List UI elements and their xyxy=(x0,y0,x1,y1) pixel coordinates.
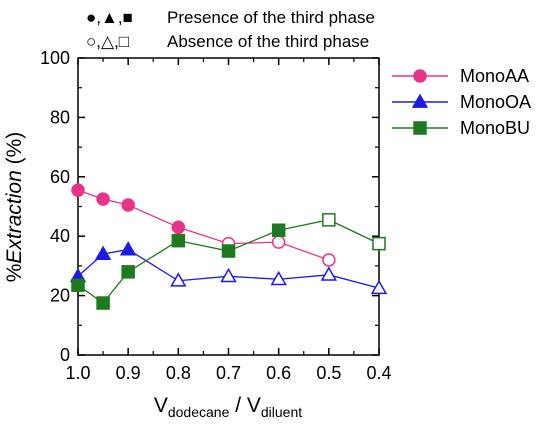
data-point xyxy=(220,267,237,283)
series-monobu xyxy=(71,213,386,310)
legend-marker xyxy=(413,69,427,83)
legend-marker xyxy=(411,93,429,108)
y-axis-title-suffix: (%) xyxy=(3,132,26,171)
data-point xyxy=(322,213,336,227)
filled-symbols: ●,▲,■ xyxy=(86,8,133,27)
x-axis-title: Vdodecane / Vdiluent xyxy=(154,394,302,420)
x-tick-label: 0.7 xyxy=(216,363,241,383)
data-point xyxy=(170,272,187,287)
y-axis-title-italic: Extraction xyxy=(3,170,26,263)
x-axis-title-mid: / V xyxy=(229,394,261,417)
y-axis-title: %Extraction (%) xyxy=(3,132,26,283)
data-point xyxy=(121,198,135,212)
y-tick-label: 80 xyxy=(50,107,70,127)
data-point xyxy=(121,265,135,279)
legend-label: MonoAA xyxy=(460,66,529,86)
data-point xyxy=(370,279,388,295)
x-tick-label: 0.6 xyxy=(266,363,291,383)
data-point xyxy=(96,192,110,206)
series-monoaa xyxy=(71,183,336,267)
presence-note: Presence of the third phase xyxy=(167,8,375,27)
y-axis-title-prefix: % xyxy=(3,264,26,283)
data-point xyxy=(271,223,286,238)
data-point xyxy=(71,183,85,197)
data-point xyxy=(71,278,85,292)
y-tick-label: 100 xyxy=(40,48,70,68)
data-point xyxy=(322,253,336,267)
y-tick-label: 40 xyxy=(50,226,70,246)
x-tick-label: 0.8 xyxy=(166,363,191,383)
data-point xyxy=(171,220,186,235)
axis-ticks xyxy=(77,57,380,356)
notes: ●,▲,■ Presence of the third phase ○,△,□ … xyxy=(86,8,375,51)
series-line xyxy=(77,189,330,261)
series-layer xyxy=(69,183,388,310)
x-axis-title-sub2: diluent xyxy=(261,404,302,420)
y-tick-label: 0 xyxy=(60,345,70,365)
x-axis-title-main: V xyxy=(154,394,168,417)
x-tick-label: 0.5 xyxy=(316,363,341,383)
y-tick-label: 20 xyxy=(50,286,70,306)
data-point xyxy=(270,270,287,286)
data-point xyxy=(171,233,186,248)
series-monooa xyxy=(69,241,388,295)
x-axis-title-sub1: dodecane xyxy=(168,404,230,420)
data-point xyxy=(221,244,236,258)
data-point xyxy=(119,241,137,256)
x-tick-label: 1.0 xyxy=(65,363,90,383)
data-point xyxy=(372,236,386,251)
legend: MonoAA MonoOA MonoBU xyxy=(392,66,531,138)
tick-labels: 1.0 0.9 0.8 0.7 0.6 0.5 0.4 0 20 40 60 80 100 xyxy=(40,48,392,383)
data-point xyxy=(96,296,110,310)
legend-marker xyxy=(413,121,427,135)
legend-label: MonoBU xyxy=(460,118,530,138)
y-tick-label: 60 xyxy=(50,167,70,187)
absence-note: Absence of the third phase xyxy=(167,32,369,51)
open-symbols: ○,△,□ xyxy=(86,32,129,51)
data-point xyxy=(320,266,338,281)
data-point xyxy=(94,245,112,260)
x-tick-label: 0.9 xyxy=(116,363,141,383)
legend-label: MonoOA xyxy=(460,92,531,112)
x-tick-label: 0.4 xyxy=(366,363,391,383)
data-point xyxy=(271,235,286,249)
